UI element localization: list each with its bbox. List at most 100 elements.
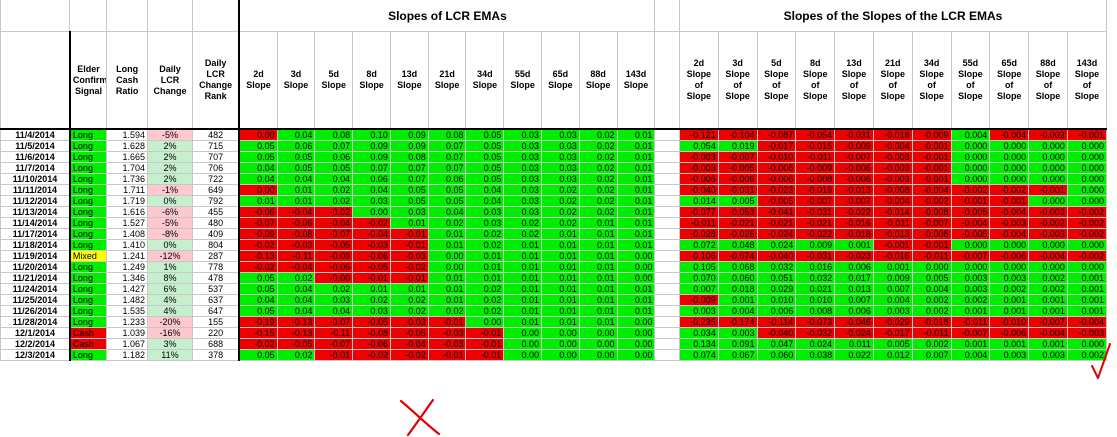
- slope-of-slope-cell[interactable]: -0.009: [795, 162, 836, 174]
- slope-of-slope-cell[interactable]: -0.021: [717, 217, 758, 229]
- slope-cell[interactable]: 0.05: [238, 140, 278, 152]
- slope-cell[interactable]: 0.01: [541, 239, 580, 251]
- slope-cell[interactable]: -0.06: [352, 250, 391, 262]
- slope-of-slope-cell[interactable]: -0.032: [795, 327, 836, 339]
- slope-cell[interactable]: -0.05: [314, 239, 354, 251]
- slope-cell[interactable]: 0.01: [427, 294, 467, 306]
- daily-lcr-change-rank-cell[interactable]: 478: [191, 272, 241, 284]
- daily-lcr-change-cell[interactable]: -20%: [147, 316, 193, 328]
- gap-cell[interactable]: [654, 31, 680, 130]
- slope-cell[interactable]: 0.01: [616, 184, 656, 196]
- daily-lcr-change-cell[interactable]: 2%: [147, 173, 193, 185]
- section-title-slopes[interactable]: Slopes of LCR EMAs: [238, 0, 656, 32]
- slope-of-slope-cell[interactable]: -0.004: [1028, 250, 1068, 262]
- slope-of-slope-cell[interactable]: -0.029: [872, 316, 913, 328]
- slope-cell[interactable]: 0.08: [389, 151, 429, 163]
- slope-cell[interactable]: 0.01: [389, 217, 429, 229]
- header-slope[interactable]: 88d Slope: [578, 31, 618, 130]
- daily-lcr-change-rank-cell[interactable]: 482: [191, 128, 241, 141]
- slope-cell[interactable]: 0.05: [238, 151, 278, 163]
- date-cell[interactable]: 11/12/2014: [0, 195, 71, 207]
- slope-cell[interactable]: 0.06: [314, 151, 354, 163]
- slope-cell[interactable]: 0.01: [238, 195, 278, 207]
- long-cash-ratio-cell[interactable]: 1.067: [106, 338, 148, 350]
- elder-signal-cell[interactable]: Long: [69, 294, 108, 306]
- slope-cell[interactable]: 0.02: [465, 239, 505, 251]
- slope-cell[interactable]: 0.02: [389, 305, 429, 317]
- slope-cell[interactable]: 0.03: [503, 140, 543, 152]
- long-cash-ratio-cell[interactable]: 1.736: [106, 173, 148, 185]
- slope-of-slope-cell[interactable]: 0.002: [1066, 349, 1108, 361]
- slope-of-slope-cell[interactable]: 0.000: [1028, 173, 1068, 185]
- elder-signal-cell[interactable]: Cash: [69, 327, 108, 339]
- slope-cell[interactable]: 0.01: [616, 239, 656, 251]
- slope-of-slope-cell[interactable]: -0.002: [950, 184, 991, 196]
- slope-cell[interactable]: -0.02: [389, 349, 429, 361]
- slope-cell[interactable]: 0.02: [578, 128, 618, 141]
- empty-cell[interactable]: [191, 0, 241, 32]
- gap-cell[interactable]: [654, 184, 680, 196]
- slope-cell[interactable]: -0.06: [238, 206, 278, 218]
- slope-cell[interactable]: 0.01: [503, 294, 543, 306]
- slope-of-slope-cell[interactable]: -0.022: [795, 228, 836, 240]
- slope-of-slope-cell[interactable]: 0.005: [717, 195, 758, 207]
- slope-of-slope-cell[interactable]: -0.001: [911, 151, 952, 163]
- slope-of-slope-cell[interactable]: 0.003: [950, 283, 991, 295]
- header-slope[interactable]: 143d Slope: [616, 31, 656, 130]
- slope-of-slope-cell[interactable]: 0.017: [834, 272, 874, 284]
- slope-of-slope-cell[interactable]: 0.011: [834, 338, 874, 350]
- slope-cell[interactable]: -0.04: [276, 206, 316, 218]
- slope-cell[interactable]: -0.05: [389, 327, 429, 339]
- slope-of-slope-cell[interactable]: -0.011: [795, 151, 836, 163]
- long-cash-ratio-cell[interactable]: 1.346: [106, 272, 148, 284]
- slope-of-slope-cell[interactable]: 0.074: [678, 349, 719, 361]
- daily-lcr-change-rank-cell[interactable]: 792: [191, 195, 241, 207]
- slope-of-slope-cell[interactable]: 0.007: [911, 349, 952, 361]
- slope-of-slope-cell[interactable]: 0.000: [911, 261, 952, 273]
- slope-cell[interactable]: 0.09: [352, 151, 391, 163]
- slope-cell[interactable]: -0.02: [314, 206, 354, 218]
- slope-of-slope-cell[interactable]: -0.005: [950, 228, 991, 240]
- slope-cell[interactable]: -0.05: [352, 261, 391, 273]
- slope-cell[interactable]: -0.01: [427, 349, 467, 361]
- slope-of-slope-cell[interactable]: -0.087: [756, 128, 797, 141]
- slope-of-slope-cell[interactable]: -0.001: [1028, 184, 1068, 196]
- slope-cell[interactable]: -0.03: [352, 239, 391, 251]
- slope-of-slope-cell[interactable]: 0.001: [950, 305, 991, 317]
- slope-of-slope-cell[interactable]: 0.004: [950, 128, 991, 141]
- long-cash-ratio-cell[interactable]: 1.408: [106, 228, 148, 240]
- slope-of-slope-cell[interactable]: -0.016: [834, 217, 874, 229]
- slope-of-slope-cell[interactable]: 0.034: [678, 327, 719, 339]
- slope-cell[interactable]: 0.00: [616, 272, 656, 284]
- slope-of-slope-cell[interactable]: 0.002: [1028, 272, 1068, 284]
- slope-of-slope-cell[interactable]: 0.003: [989, 349, 1030, 361]
- daily-lcr-change-cell[interactable]: 6%: [147, 283, 193, 295]
- slope-cell[interactable]: 0.03: [541, 173, 580, 185]
- slope-cell[interactable]: 0.01: [616, 228, 656, 240]
- slope-cell[interactable]: 0.05: [276, 162, 316, 174]
- slope-of-slope-cell[interactable]: -0.001: [1066, 128, 1108, 141]
- slope-of-slope-cell[interactable]: 0.001: [1028, 294, 1068, 306]
- gap-cell[interactable]: [654, 294, 680, 306]
- daily-lcr-change-cell[interactable]: -6%: [147, 206, 193, 218]
- header-daily-lcr-change[interactable]: Daily LCR Change: [147, 31, 193, 130]
- slope-of-slope-cell[interactable]: 0.051: [756, 272, 797, 284]
- slope-cell[interactable]: 0.02: [314, 184, 354, 196]
- date-cell[interactable]: 11/5/2014: [0, 140, 71, 152]
- slope-cell[interactable]: 0.02: [578, 184, 618, 196]
- slope-cell[interactable]: 0.01: [616, 173, 656, 185]
- daily-lcr-change-rank-cell[interactable]: 637: [191, 294, 241, 306]
- slope-of-slope-cell[interactable]: -0.001: [872, 239, 913, 251]
- slope-cell[interactable]: 0.03: [503, 162, 543, 174]
- slope-of-slope-cell[interactable]: -0.011: [911, 250, 952, 262]
- slope-cell[interactable]: 0.00: [616, 261, 656, 273]
- slope-cell[interactable]: 0.04: [276, 128, 316, 141]
- slope-of-slope-cell[interactable]: 0.002: [911, 294, 952, 306]
- slope-cell[interactable]: 0.01: [578, 294, 618, 306]
- slope-cell[interactable]: 0.00: [503, 338, 543, 350]
- slope-of-slope-cell[interactable]: 0.054: [678, 140, 719, 152]
- slope-of-slope-cell[interactable]: 0.003: [717, 327, 758, 339]
- elder-signal-cell[interactable]: Long: [69, 239, 108, 251]
- slope-cell[interactable]: -0.02: [238, 261, 278, 273]
- slope-of-slope-cell[interactable]: 0.005: [872, 338, 913, 350]
